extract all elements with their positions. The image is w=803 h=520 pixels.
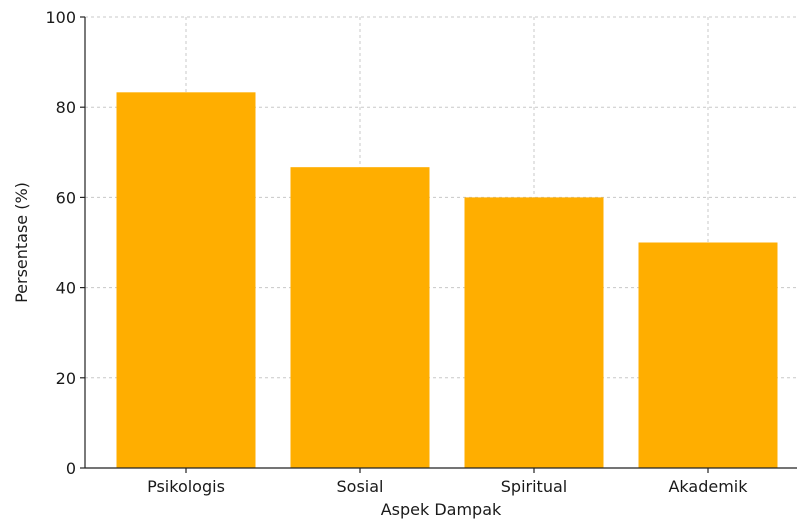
x-ticks: Psikologis Sosial Spiritual Akademik [147, 468, 748, 496]
axes [84, 17, 797, 469]
x-axis-label: Aspek Dampak [381, 500, 502, 519]
grid [85, 16, 797, 468]
x-tick-label-akademik: Akademik [668, 477, 748, 496]
y-tick-label: 40 [56, 279, 76, 298]
y-tick-label: 80 [56, 98, 76, 117]
x-tick-label-spiritual: Spiritual [501, 477, 567, 496]
y-tick-label: 100 [45, 8, 76, 27]
bar-sosial [290, 167, 430, 469]
y-ticks: 0 20 40 60 80 100 [45, 8, 85, 478]
y-axis-label: Persentase (%) [12, 182, 31, 303]
x-tick-label-sosial: Sosial [337, 477, 384, 496]
bar-spiritual [464, 197, 604, 468]
x-tick-label-psikologis: Psikologis [147, 477, 225, 496]
bar-akademik [638, 242, 778, 468]
bar-psikologis [116, 92, 256, 468]
y-tick-label: 0 [66, 459, 76, 478]
bars [116, 92, 778, 469]
y-tick-label: 60 [56, 188, 76, 207]
y-tick-label: 20 [56, 369, 76, 388]
